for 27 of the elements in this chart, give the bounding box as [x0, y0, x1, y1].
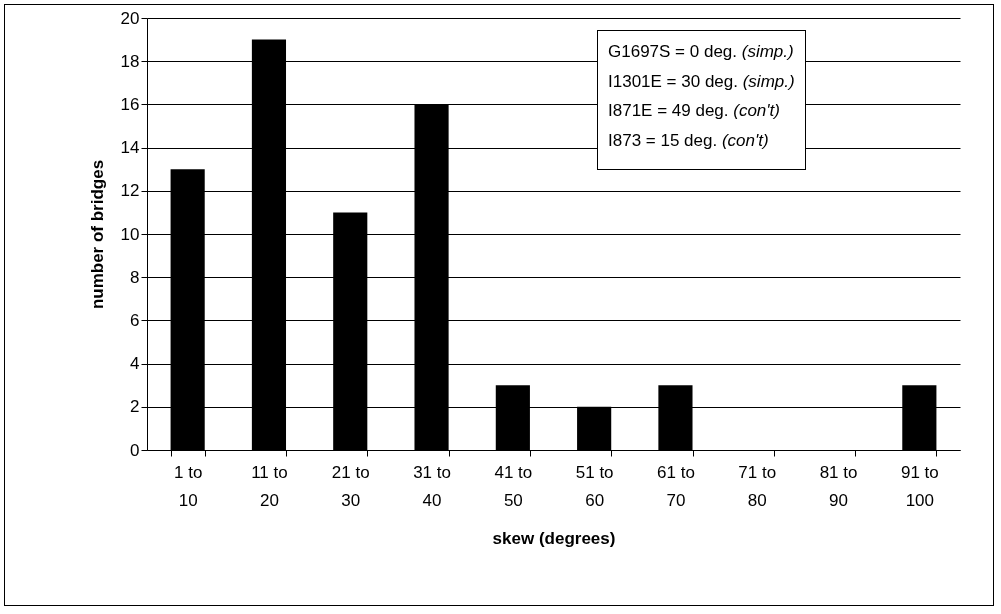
y-tick-label: 14	[120, 138, 140, 158]
x-tick-label: 31 to 40	[413, 462, 451, 510]
x-tick-label: 91 to 100	[900, 462, 939, 510]
y-tick-label: 8	[130, 267, 140, 287]
y-axis-title: number of bridges	[87, 159, 107, 310]
y-tick-label: 2	[130, 397, 140, 417]
x-tick-label: 41 to 50	[494, 462, 533, 510]
x-tick-label: 21 to 30	[331, 462, 370, 510]
x-tick-label: 11 to 20	[251, 462, 288, 510]
y-tick-label: 20	[120, 8, 140, 28]
x-tick-label: 81 to 90	[819, 462, 858, 510]
y-tick-label: 4	[130, 354, 140, 374]
annotation: I873 = 15 deg. (con't)	[608, 129, 770, 152]
y-tick-label: 16	[120, 94, 140, 114]
annotation: I871E = 49 deg. (con't)	[608, 100, 781, 122]
y-tick-label: 0	[130, 440, 140, 460]
x-axis-title: skew (degrees)	[492, 528, 616, 548]
y-tick-label: 12	[120, 181, 140, 201]
annotation: I1301E = 30 deg. (simp.)	[608, 70, 795, 93]
y-tick-label: 18	[120, 51, 140, 71]
x-tick-label: 71 to 80	[738, 462, 777, 510]
x-tick-label: 51 to 60	[575, 462, 614, 510]
y-tick-label: 6	[130, 310, 140, 330]
x-tick-label: 1 to 10	[173, 462, 203, 510]
x-tick-label: 61 to 70	[657, 462, 695, 510]
annotation: G1697S = 0 deg. (simp.)	[608, 41, 795, 63]
y-tick-label: 10	[120, 224, 140, 244]
